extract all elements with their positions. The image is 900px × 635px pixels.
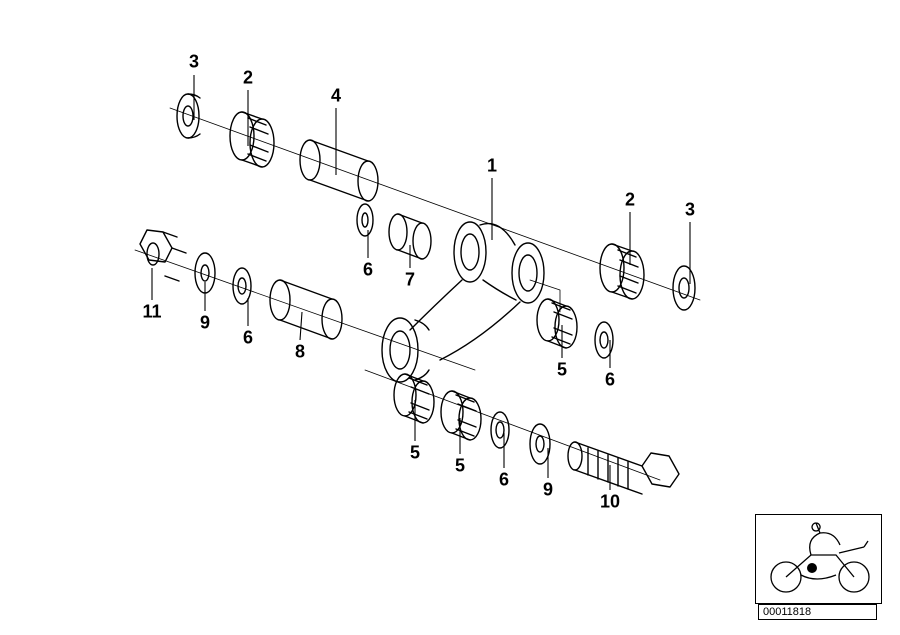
callout-c1: 1 [487,156,497,177]
callout-c8: 8 [295,342,305,363]
callout-c5a: 5 [557,360,567,381]
callout-c3a: 3 [189,52,199,73]
component-location-dot [807,563,817,573]
callout-c7: 7 [405,270,415,291]
callout-c5b: 5 [410,443,420,464]
callout-c2b: 2 [625,190,635,211]
callout-c6a: 6 [363,260,373,281]
callout-c9a: 9 [200,313,210,334]
callout-c11: 11 [142,302,161,323]
callout-c2a: 2 [243,68,253,89]
callout-c9b: 9 [543,480,553,501]
callout-c4: 4 [331,86,341,107]
diagram-part-number: 00011818 [758,604,877,620]
callout-c5c: 5 [455,456,465,477]
callout-c3b: 3 [685,200,695,221]
vehicle-locator-box [755,514,882,604]
callout-c10: 10 [600,492,620,513]
callout-c6c: 6 [605,370,615,391]
callout-c6b: 6 [243,328,253,349]
callout-c6d: 6 [499,470,509,491]
motorcycle-icon [756,515,881,603]
diagram-canvas: 00011818 3 2 4 1 2 3 6 7 11 9 6 8 5 6 5 5 6 9 10 [0,0,900,635]
